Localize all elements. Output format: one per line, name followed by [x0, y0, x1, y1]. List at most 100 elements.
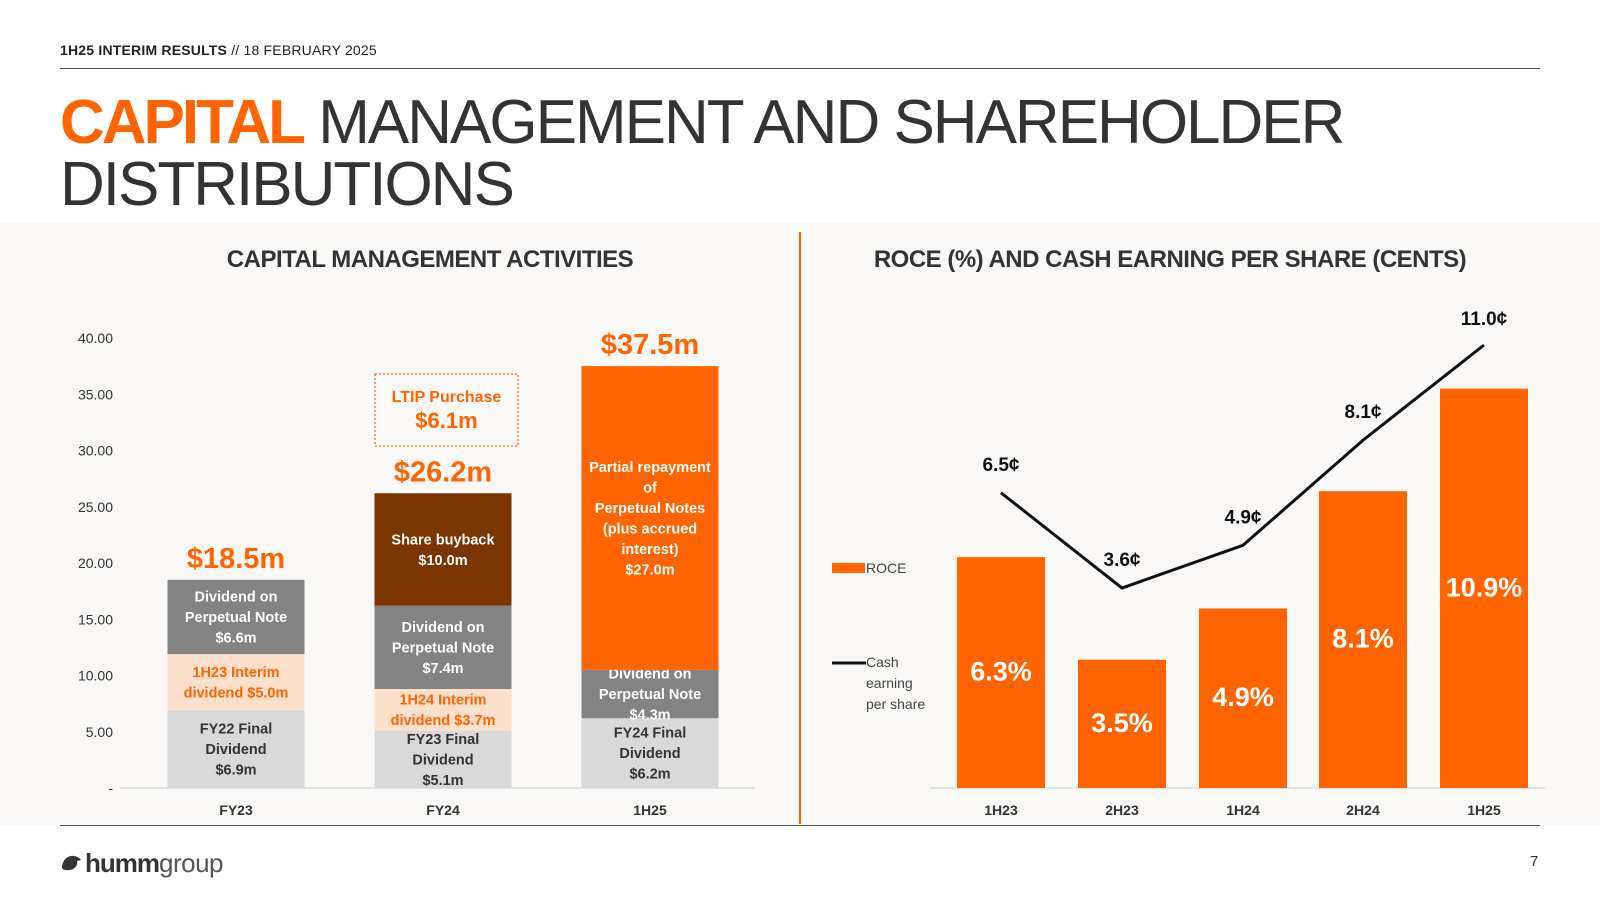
eps-label-1H24: 4.9¢ — [1225, 507, 1262, 528]
ltip-callout-value: $6.1m — [415, 408, 477, 433]
ltip-callout-title: LTIP Purchase — [392, 389, 502, 406]
roce-bar-2H24 — [1319, 491, 1407, 788]
segment-label-FY23-2-0: Dividend on — [195, 590, 278, 606]
logo-brand: humm — [85, 848, 160, 878]
roce-label-1H23: 6.3% — [970, 657, 1032, 687]
bar-segment-FY24-0 — [374, 730, 512, 788]
x-tick-label-FY23: FY23 — [219, 802, 253, 818]
x-tick-label-2H23: 2H23 — [1105, 802, 1139, 818]
ltip-callout-box — [374, 373, 519, 447]
segment-label-1H25-1-2: $4.3m — [629, 708, 670, 724]
bar-segment-FY23-1 — [167, 654, 305, 711]
bar-segment-FY23-0 — [167, 710, 305, 788]
bar-segment-FY23-2 — [167, 579, 305, 655]
segment-label-FY23-2-1: Perpetual Note — [185, 610, 287, 626]
segment-label-1H25-0-1: Dividend — [619, 746, 680, 762]
segment-label-FY23-0-0: FY22 Final — [200, 722, 273, 738]
roce-label-1H24: 4.9% — [1212, 682, 1274, 712]
roce-label-2H23: 3.5% — [1091, 708, 1153, 738]
eps-label-1H23: 6.5¢ — [983, 455, 1020, 476]
bar-segment-1H25-0 — [581, 718, 719, 788]
y-tick-label-6: 30.00 — [78, 443, 113, 459]
segment-label-FY24-1-0: 1H24 Interim — [399, 693, 486, 709]
panel-divider — [799, 232, 801, 824]
total-label-FY24: $26.2m — [394, 456, 492, 488]
legend-eps-label-2: per share — [866, 696, 925, 712]
total-label-1H25: $37.5m — [601, 329, 699, 361]
segment-label-1H25-1-1: Perpetual Note — [599, 687, 701, 703]
page-title-accent: CAPITAL — [60, 88, 306, 157]
bar-segment-1H25-1 — [581, 669, 719, 719]
segment-label-FY23-1-1: dividend $5.0m — [184, 686, 289, 702]
segment-label-FY24-0-2: $5.1m — [422, 773, 463, 789]
bar-segment-FY24-2 — [374, 605, 512, 689]
y-tick-label-2: 10.00 — [78, 668, 113, 684]
segment-label-1H25-2-5: $27.0m — [625, 562, 674, 578]
footer-divider — [60, 825, 1540, 826]
legend-roce-label: ROCE — [866, 560, 906, 576]
segment-label-FY23-0-2: $6.9m — [215, 763, 256, 779]
segment-label-FY24-2-1: Perpetual Note — [392, 640, 494, 656]
segment-label-1H25-1-0: Dividend on — [609, 667, 692, 683]
y-tick-label-7: 35.00 — [78, 386, 113, 402]
y-tick-label-1: 5.00 — [86, 724, 113, 740]
segment-label-FY24-0-1: Dividend — [412, 752, 473, 768]
y-tick-label-4: 20.00 — [78, 555, 113, 571]
eps-label-2H23: 3.6¢ — [1104, 550, 1141, 571]
bar-segment-1H25-2 — [581, 366, 719, 670]
header-report-title: 1H25 INTERIM RESULTS — [60, 42, 228, 58]
bar-segment-FY24-3 — [374, 493, 512, 606]
roce-bar-1H23 — [957, 557, 1045, 788]
roce-label-1H25: 10.9% — [1446, 572, 1523, 602]
segment-label-1H25-2-1: of — [643, 480, 657, 496]
logo-suffix: group — [159, 848, 224, 878]
segment-label-FY23-1-0: 1H23 Interim — [192, 665, 279, 681]
segment-label-FY24-1-1: dividend $3.7m — [391, 713, 496, 729]
segment-label-1H25-0-0: FY24 Final — [614, 726, 687, 742]
header-date: // 18 FEBRUARY 2025 — [227, 42, 377, 58]
segment-label-FY24-2-2: $7.4m — [422, 661, 463, 677]
segment-label-FY24-2-0: Dividend on — [402, 620, 485, 636]
segment-label-FY24-3-0: Share buyback — [391, 532, 495, 548]
header-divider — [60, 68, 1540, 69]
roce-eps-chart: 6.3% 1H23 3.5% 2H23 4.9% 1H24 8.1% 2H24 10.9% 1H2… — [832, 309, 1545, 818]
segment-label-1H25-0-2: $6.2m — [629, 767, 670, 783]
segment-label-1H25-2-4: interest) — [621, 542, 678, 558]
x-tick-label-FY24: FY24 — [426, 802, 460, 818]
page-title-rest: MANAGEMENT AND SHAREHOLDER DISTRIBUTIONS — [60, 88, 1345, 219]
roce-label-2H24: 8.1% — [1332, 624, 1394, 654]
legend-eps-label-1: earning — [866, 675, 913, 691]
legend-eps-label-0: Cash — [866, 654, 899, 670]
segment-label-FY24-3-1: $10.0m — [418, 553, 467, 569]
y-tick-label-8: 40.00 — [78, 330, 113, 346]
roce-bar-1H25 — [1440, 388, 1528, 788]
capital-management-chart: - 5.00 10.00 15.00 20.00 25.00 30.00 35.00 40.00… — [78, 329, 755, 818]
y-tick-label-5: 25.00 — [78, 499, 113, 515]
segment-label-FY23-0-1: Dividend — [205, 742, 266, 758]
segment-label-1H25-2-2: Perpetual Notes — [595, 501, 705, 517]
segment-label-FY24-0-0: FY23 Final — [407, 732, 480, 748]
right-chart-title: ROCE (%) AND CASH EARNING PER SHARE (CEN… — [873, 246, 1467, 273]
left-chart-title: CAPITAL MANAGEMENT ACTIVITIES — [226, 246, 634, 273]
eps-label-1H25: 11.0¢ — [1461, 309, 1508, 330]
x-tick-label-1H24: 1H24 — [1226, 802, 1260, 818]
roce-bar-2H23 — [1078, 659, 1166, 788]
x-tick-label-1H23: 1H23 — [984, 802, 1018, 818]
x-tick-label-1H25: 1H25 — [633, 802, 667, 818]
total-label-FY23: $18.5m — [187, 543, 285, 575]
roce-bar-1H24 — [1199, 608, 1287, 788]
segment-label-FY23-2-2: $6.6m — [215, 631, 256, 647]
y-tick-label-3: 15.00 — [78, 611, 113, 627]
humm-bird-icon — [62, 855, 81, 871]
x-tick-label-1H25: 1H25 — [1467, 802, 1501, 818]
y-tick-label-0: - — [108, 780, 113, 796]
x-tick-label-2H24: 2H24 — [1346, 802, 1380, 818]
bar-segment-FY24-1 — [374, 689, 512, 731]
legend-roce-swatch — [832, 563, 865, 573]
segment-label-1H25-2-3: (plus accrued — [603, 521, 697, 537]
page-title: CAPITAL MANAGEMENT AND SHAREHOLDER DISTR… — [60, 92, 1480, 216]
page-number: 7 — [1530, 853, 1539, 870]
segment-label-1H25-2-0: Partial repayment — [589, 460, 711, 476]
humm-group-logo: humm group — [60, 848, 224, 879]
eps-label-2H24: 8.1¢ — [1345, 402, 1382, 423]
